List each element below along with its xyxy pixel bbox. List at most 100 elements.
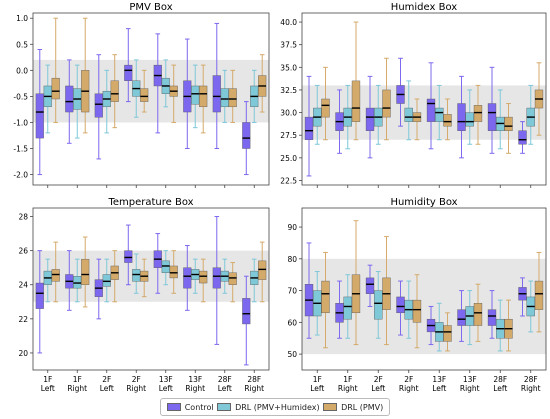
x-tick-label-floor: 2F	[374, 375, 383, 384]
box-drl-pmv-humidex-2f-left	[374, 84, 383, 145]
y-tick-label: 0.5	[16, 40, 28, 49]
box-body	[110, 80, 119, 102]
box-control-28f-left	[212, 216, 221, 345]
legend-label-control: Control	[184, 402, 214, 412]
box-control-1f-right	[65, 59, 74, 144]
box-body	[396, 296, 405, 314]
box-body	[228, 88, 237, 108]
y-tick-label: 22.5	[280, 176, 297, 185]
box-drl-pmv-humidex-1f-left	[43, 64, 52, 134]
box-body	[518, 130, 527, 145]
box-body	[124, 64, 133, 81]
box-body	[321, 98, 330, 118]
x-tick-label-side: Right	[460, 384, 480, 393]
box-control-1f-right	[335, 280, 344, 339]
x-tick-label-side: Left	[493, 384, 507, 393]
plot-frame	[301, 12, 547, 186]
box-control-13f-right	[183, 38, 192, 150]
x-tick-label-floor: 13F	[159, 375, 173, 384]
box-drl-pmv-humidex-28f-right	[250, 258, 259, 303]
y-tick-label: 1.0	[16, 14, 28, 23]
box-body	[73, 276, 82, 289]
box-body	[199, 85, 208, 108]
y-tick-label: 22	[18, 315, 28, 324]
box-drl-pmv-13f-left	[443, 98, 452, 141]
x-tick-label-side: Right	[338, 384, 358, 393]
box-drl-pmv-2f-left	[382, 236, 391, 346]
x-tick-label-side: Left	[371, 384, 385, 393]
box-body	[404, 107, 413, 122]
x-tick-label-floor: 2F	[132, 375, 141, 384]
box-body	[35, 93, 44, 139]
box-drl-pmv-humidex-1f-right	[73, 64, 82, 139]
box-body	[473, 303, 483, 326]
y-tick-label: 40.0	[280, 18, 297, 27]
box-control-13f-left	[153, 33, 162, 134]
x-tick-label-side: Right	[521, 384, 541, 393]
box-control-28f-right	[518, 277, 527, 317]
box-drl-pmv-humidex-2f-left	[102, 258, 111, 303]
box-drl-pmv-13f-left	[169, 64, 178, 123]
box-control-2f-left	[365, 264, 375, 307]
y-tick-label: -0.5	[13, 92, 28, 101]
box-body	[35, 282, 44, 309]
legend-item-control: Control	[166, 402, 214, 412]
box-drl-pmv-13f-right	[473, 84, 483, 145]
box-control-2f-right	[396, 280, 405, 336]
box-control-28f-left	[487, 290, 497, 339]
legend-swatch-drl-pmv-humidex	[217, 403, 232, 411]
y-tick-label: 32.5	[280, 86, 297, 95]
box-drl-pmv-humidex-28f-left	[220, 258, 229, 294]
y-tick-label: 35.0	[280, 63, 297, 72]
box-control-13f-left	[153, 233, 162, 294]
box-drl-pmv-humidex-13f-left	[435, 302, 444, 352]
box-drl-pmv-humidex-13f-left	[161, 250, 170, 286]
x-tick-label-side: Left	[218, 384, 232, 393]
box-drl-pmv-humidex-1f-left	[313, 84, 322, 145]
box-body	[169, 265, 178, 279]
box-body	[183, 267, 192, 289]
box-drl-pmv-2f-right	[412, 98, 422, 141]
box-control-2f-right	[124, 224, 133, 286]
box-body	[199, 270, 208, 284]
box-drl-pmv-humidex-1f-left	[43, 258, 52, 303]
box-drl-pmv-humidex-1f-left	[313, 271, 322, 336]
x-tick-label-floor: 13F	[188, 375, 202, 384]
panel-pmv-box: PMV Box -2.0 -1.5 -1.0 -0.5 0.0 0.5 1.0	[13, 2, 270, 188]
box-drl-pmv-humidex-28f-right	[526, 280, 535, 333]
x-tick-label-side: Right	[67, 384, 87, 393]
legend-label-drl-pmv-humidex: DRL (PMV+Humidex)	[235, 402, 320, 412]
box-drl-pmv-2f-left	[382, 57, 391, 141]
box-drl-pmv-2f-right	[140, 258, 149, 298]
box-body	[465, 112, 474, 127]
box-body	[94, 93, 103, 118]
box-drl-pmv-28f-right	[258, 241, 267, 303]
box-body	[487, 103, 497, 131]
x-tick-label-floor: 1F	[313, 375, 322, 384]
box-drl-pmv-2f-left	[110, 250, 119, 303]
panel-temperature-box: Temperature Box 20 22 24 26 28	[18, 197, 270, 373]
box-drl-pmv-humidex-28f-right	[526, 84, 535, 145]
box-body	[212, 75, 221, 113]
x-tick-label-floor: 28F	[218, 375, 232, 384]
box-body	[343, 296, 352, 320]
box-body	[534, 280, 544, 310]
box-drl-pmv-humidex-2f-right	[132, 59, 141, 118]
box-body	[51, 269, 60, 282]
box-control-28f-right	[242, 101, 251, 176]
box-drl-pmv-humidex-28f-left	[220, 69, 229, 123]
y-tick-label: -1.5	[13, 145, 28, 154]
x-tick-label-floor: 1F	[73, 375, 82, 384]
box-body	[426, 98, 436, 122]
box-body	[473, 105, 483, 122]
y-tick-label: 60	[287, 318, 297, 327]
box-drl-pmv-28f-left	[504, 299, 513, 352]
box-control-13f-right	[457, 75, 466, 159]
legend-item-drl-pmv-humidex: DRL (PMV+Humidex)	[217, 403, 320, 412]
box-drl-pmv-1f-left	[51, 17, 60, 123]
box-body	[242, 298, 251, 325]
x-tick-label-floor: 2F	[102, 375, 111, 384]
box-drl-pmv-humidex-13f-right	[191, 258, 200, 294]
x-tick-label-side: Right	[399, 384, 419, 393]
box-drl-pmv-2f-left	[110, 54, 119, 129]
